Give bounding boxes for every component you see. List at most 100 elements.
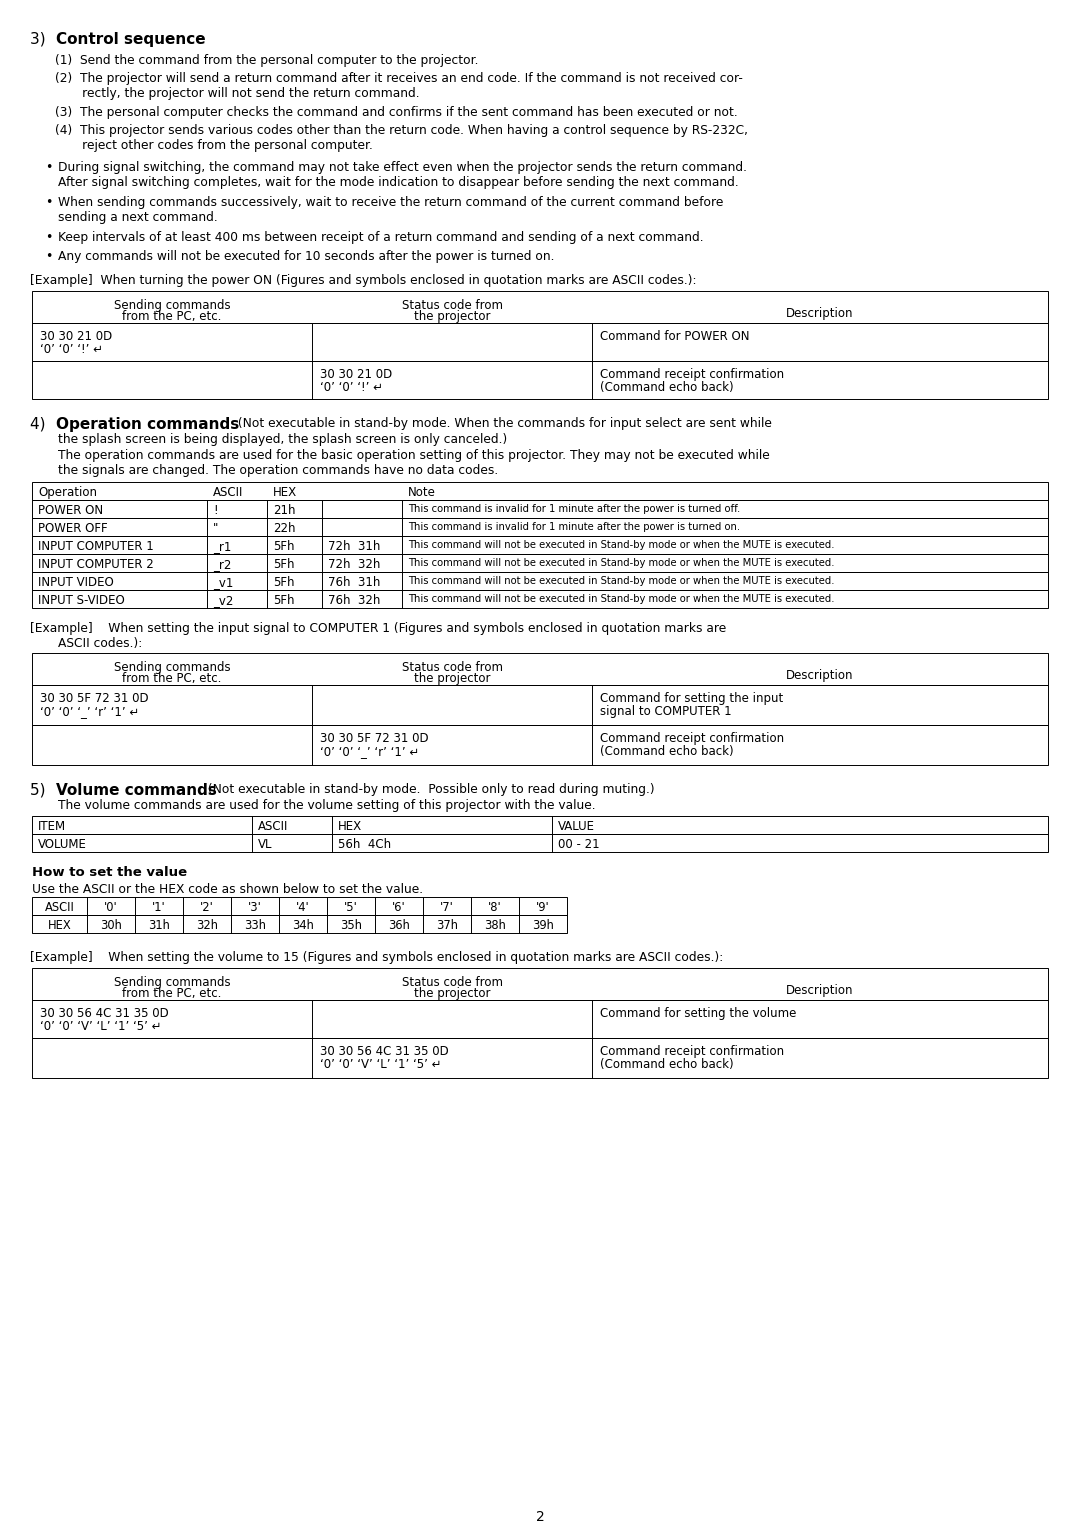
Text: [Example]    When setting the input signal to COMPUTER 1 (Figures and symbols en: [Example] When setting the input signal … — [30, 622, 726, 636]
Bar — [32, 652, 1048, 685]
Bar — [32, 967, 1048, 999]
Text: INPUT VIDEO: INPUT VIDEO — [38, 576, 113, 588]
Text: Control sequence: Control sequence — [56, 32, 205, 47]
Text: (2)  The projector will send a return command after it receives an end code. If : (2) The projector will send a return com… — [55, 72, 743, 99]
Text: When sending commands successively, wait to receive the return command of the cu: When sending commands successively, wait… — [58, 196, 724, 225]
Text: 30 30 5F 72 31 0D: 30 30 5F 72 31 0D — [320, 732, 429, 746]
Text: 39h: 39h — [532, 918, 554, 932]
Text: Any commands will not be executed for 10 seconds after the power is turned on.: Any commands will not be executed for 10… — [58, 251, 554, 263]
Text: Status code from: Status code from — [402, 299, 502, 312]
Bar — [32, 322, 1048, 361]
Text: 36h: 36h — [388, 918, 410, 932]
Text: ‘0’ ‘0’ ‘!’ ↵: ‘0’ ‘0’ ‘!’ ↵ — [40, 342, 103, 356]
Text: ASCII: ASCII — [258, 821, 288, 833]
Text: _v2: _v2 — [213, 594, 233, 607]
Bar — [32, 555, 1048, 571]
Text: 4): 4) — [30, 417, 51, 432]
Text: 3): 3) — [30, 32, 51, 47]
Text: ": " — [213, 523, 218, 535]
Bar — [32, 897, 567, 915]
Text: '4': '4' — [296, 902, 310, 914]
Bar — [32, 999, 1048, 1038]
Text: (Command echo back): (Command echo back) — [600, 746, 733, 758]
Text: ‘0’ ‘0’ ‘_’ ‘r’ ‘1’ ↵: ‘0’ ‘0’ ‘_’ ‘r’ ‘1’ ↵ — [40, 704, 139, 718]
Text: 30 30 56 4C 31 35 0D: 30 30 56 4C 31 35 0D — [320, 1045, 449, 1057]
Text: Command for POWER ON: Command for POWER ON — [600, 330, 750, 342]
Text: During signal switching, the command may not take effect even when the projector: During signal switching, the command may… — [58, 160, 747, 189]
Bar — [32, 1038, 1048, 1077]
Text: VOLUME: VOLUME — [38, 837, 86, 851]
Text: POWER ON: POWER ON — [38, 504, 103, 516]
Text: Description: Description — [786, 307, 854, 319]
Bar — [32, 481, 1048, 500]
Text: POWER OFF: POWER OFF — [38, 523, 108, 535]
Text: 5Fh: 5Fh — [273, 576, 295, 588]
Text: '9': '9' — [536, 902, 550, 914]
Text: !: ! — [213, 504, 218, 516]
Text: 34h: 34h — [292, 918, 314, 932]
Text: (Not executable in stand-by mode.  Possible only to read during muting.): (Not executable in stand-by mode. Possib… — [204, 782, 654, 796]
Text: 31h: 31h — [148, 918, 170, 932]
Text: •: • — [45, 251, 52, 263]
Bar — [32, 361, 1048, 399]
Text: '5': '5' — [345, 902, 357, 914]
Text: 30h: 30h — [100, 918, 122, 932]
Text: 72h  31h: 72h 31h — [328, 539, 380, 553]
Text: ASCII: ASCII — [213, 486, 243, 500]
Text: the projector: the projector — [414, 310, 490, 322]
Text: 76h  32h: 76h 32h — [328, 594, 380, 607]
Text: 30 30 56 4C 31 35 0D: 30 30 56 4C 31 35 0D — [40, 1007, 168, 1019]
Text: VALUE: VALUE — [558, 821, 595, 833]
Text: HEX: HEX — [48, 918, 71, 932]
Text: ASCII codes.):: ASCII codes.): — [58, 637, 143, 649]
Text: •: • — [45, 231, 52, 244]
Bar — [32, 518, 1048, 536]
Text: Description: Description — [786, 984, 854, 996]
Text: 22h: 22h — [273, 523, 296, 535]
Text: [Example]    When setting the volume to 15 (Figures and symbols enclosed in quot: [Example] When setting the volume to 15 … — [30, 950, 724, 964]
Text: 5Fh: 5Fh — [273, 558, 295, 571]
Text: 21h: 21h — [273, 504, 296, 516]
Text: Status code from: Status code from — [402, 976, 502, 989]
Text: (Command echo back): (Command echo back) — [600, 380, 733, 394]
Text: (Not executable in stand-by mode. When the commands for input select are sent wh: (Not executable in stand-by mode. When t… — [234, 417, 772, 429]
Text: This command is invalid for 1 minute after the power is turned off.: This command is invalid for 1 minute aft… — [408, 504, 740, 513]
Text: 72h  32h: 72h 32h — [328, 558, 380, 571]
Text: 33h: 33h — [244, 918, 266, 932]
Text: ITEM: ITEM — [38, 821, 66, 833]
Text: the projector: the projector — [414, 987, 490, 999]
Text: from the PC, etc.: from the PC, etc. — [122, 310, 221, 322]
Bar — [32, 724, 1048, 766]
Bar — [32, 834, 1048, 853]
Text: Sending commands: Sending commands — [113, 299, 230, 312]
Text: ‘0’ ‘0’ ‘V’ ‘L’ ‘1’ ‘5’ ↵: ‘0’ ‘0’ ‘V’ ‘L’ ‘1’ ‘5’ ↵ — [320, 1057, 442, 1071]
Text: [Example]  When turning the power ON (Figures and symbols enclosed in quotation : [Example] When turning the power ON (Fig… — [30, 274, 697, 287]
Text: Command receipt confirmation: Command receipt confirmation — [600, 1045, 784, 1057]
Text: VL: VL — [258, 837, 272, 851]
Text: Operation commands: Operation commands — [56, 417, 240, 432]
Bar — [32, 590, 1048, 608]
Text: '1': '1' — [152, 902, 166, 914]
Bar — [32, 685, 1048, 724]
Bar — [32, 290, 1048, 322]
Text: from the PC, etc.: from the PC, etc. — [122, 672, 221, 685]
Text: '2': '2' — [200, 902, 214, 914]
Text: '8': '8' — [488, 902, 502, 914]
Text: 2: 2 — [536, 1510, 544, 1523]
Bar — [32, 571, 1048, 590]
Text: How to set the value: How to set the value — [32, 866, 187, 879]
Text: This command will not be executed in Stand-by mode or when the MUTE is executed.: This command will not be executed in Sta… — [408, 558, 835, 568]
Text: HEX: HEX — [338, 821, 362, 833]
Text: Volume commands: Volume commands — [56, 782, 217, 798]
Text: 30 30 5F 72 31 0D: 30 30 5F 72 31 0D — [40, 692, 149, 704]
Text: from the PC, etc.: from the PC, etc. — [122, 987, 221, 999]
Text: Use the ASCII or the HEX code as shown below to set the value.: Use the ASCII or the HEX code as shown b… — [32, 883, 423, 895]
Text: The volume commands are used for the volume setting of this projector with the v: The volume commands are used for the vol… — [58, 799, 596, 811]
Text: INPUT S-VIDEO: INPUT S-VIDEO — [38, 594, 125, 607]
Text: This command is invalid for 1 minute after the power is turned on.: This command is invalid for 1 minute aft… — [408, 523, 740, 532]
Text: 5Fh: 5Fh — [273, 539, 295, 553]
Text: (Command echo back): (Command echo back) — [600, 1057, 733, 1071]
Text: Command for setting the input: Command for setting the input — [600, 692, 783, 704]
Text: •: • — [45, 160, 52, 174]
Text: signal to COMPUTER 1: signal to COMPUTER 1 — [600, 704, 731, 718]
